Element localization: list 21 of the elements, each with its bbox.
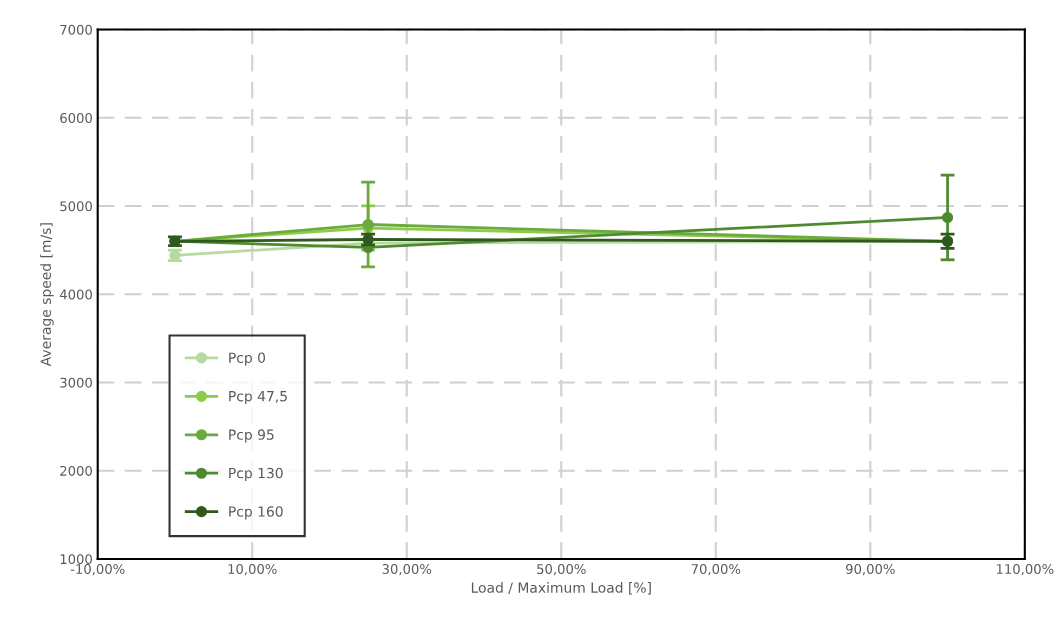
legend-label: Pcp 95 [229, 429, 274, 443]
legend-label: Pcp 130 [229, 467, 283, 481]
x-tick-label: -10,00% [70, 564, 125, 576]
y-axis-title: Average speed [m/s] [40, 223, 54, 367]
legend-label: Pcp 160 [229, 506, 283, 520]
x-tick-label: 90,00% [845, 564, 895, 576]
y-tick-label: 7000 [60, 24, 92, 35]
y-tick-label: 6000 [60, 112, 92, 123]
x-tick-label: 50,00% [537, 564, 586, 576]
legend-label: Pcp 0 [229, 352, 266, 366]
y-tick-label: 5000 [60, 201, 92, 212]
x-tick-label: 10,00% [228, 564, 277, 576]
y-tick-label: 4000 [59, 289, 92, 300]
y-tick-label: 1000 [60, 554, 92, 565]
x-axis-title: Load / Maximum Load [%] [471, 582, 651, 595]
legend-label: Pcp 47,5 [229, 391, 287, 405]
x-tick-label: 110,00% [996, 564, 1054, 576]
x-tick-label: 70,00% [691, 564, 741, 576]
y-tick-label: 3000 [60, 377, 92, 388]
x-tick-label: 30,00% [382, 564, 432, 576]
y-tick-label: 2000 [60, 465, 92, 476]
